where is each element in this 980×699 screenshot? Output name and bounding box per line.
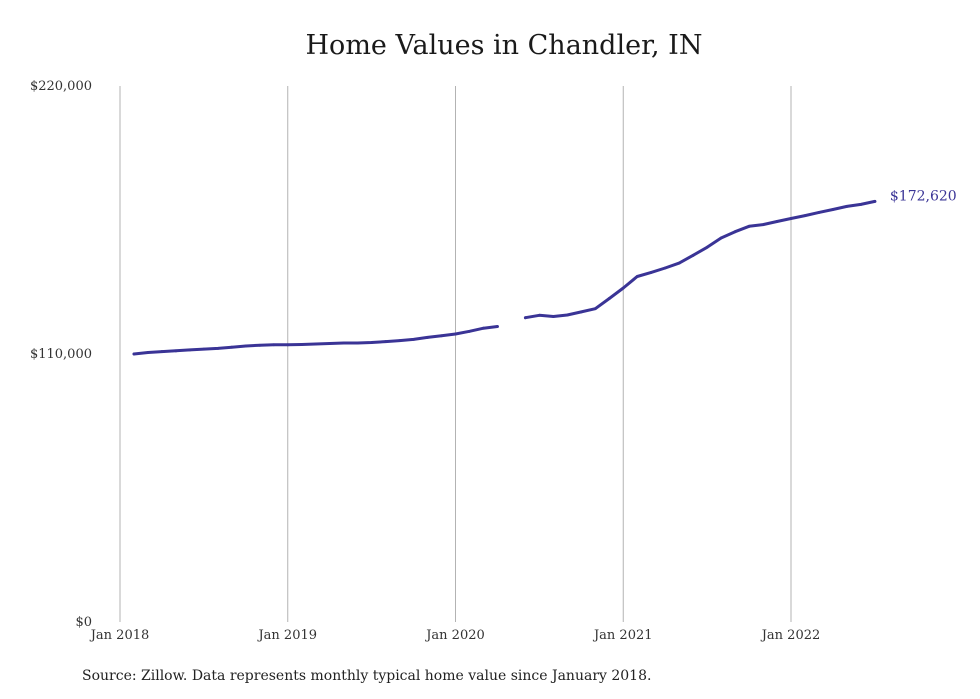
data-point <box>356 341 360 345</box>
data-point <box>174 349 178 353</box>
data-point <box>649 270 653 274</box>
data-point <box>607 297 611 300</box>
data-point <box>873 200 877 203</box>
data-point <box>817 211 821 214</box>
data-point <box>412 337 415 341</box>
x-tick-label: Jan 2021 <box>592 628 653 643</box>
data-point <box>789 217 793 220</box>
data-point <box>775 220 779 223</box>
source-note: Source: Zillow. Data represents monthly … <box>82 668 652 684</box>
x-axis-labels: Jan 2018 Jan 2019 Jan 2020 Jan 2021 Jan 2022 <box>89 628 821 643</box>
data-point <box>300 343 304 346</box>
series-points <box>132 200 877 356</box>
end-value-label: $172,620 <box>890 188 957 204</box>
data-point <box>230 345 234 349</box>
data-point <box>537 313 541 317</box>
x-tick-label: Jan 2018 <box>89 628 150 643</box>
data-point <box>859 203 863 206</box>
data-point <box>719 236 723 240</box>
y-tick-label: $0 <box>75 615 92 630</box>
data-point <box>635 275 639 278</box>
data-point <box>202 347 206 351</box>
data-point <box>314 342 318 346</box>
line-chart: $0$110,000$220,000 Jan 2018 Jan 2019 Jan 2… <box>30 79 957 643</box>
series-line-segment-2 <box>523 199 877 320</box>
data-point <box>370 341 374 344</box>
data-point <box>845 204 849 208</box>
data-point <box>384 340 388 343</box>
data-point <box>621 286 625 290</box>
data-point <box>342 341 346 345</box>
data-point <box>565 313 569 317</box>
y-tick-label: $110,000 <box>30 347 92 362</box>
data-point <box>579 310 583 314</box>
data-point <box>244 344 248 348</box>
data-point <box>468 329 471 333</box>
x-tick-label: Jan 2020 <box>424 628 485 643</box>
data-point <box>146 351 150 354</box>
chart-title: Home Values in Chandler, IN <box>305 30 703 61</box>
data-point <box>454 332 457 336</box>
data-point <box>440 334 443 338</box>
data-point <box>733 230 737 234</box>
grid-lines <box>119 86 792 622</box>
data-point <box>663 266 667 270</box>
data-point <box>188 348 192 352</box>
data-point <box>803 214 807 218</box>
data-point <box>523 316 527 320</box>
data-point <box>691 253 695 257</box>
data-point <box>593 307 597 311</box>
data-point <box>761 223 765 227</box>
data-point <box>258 343 262 347</box>
data-point <box>272 343 276 347</box>
x-tick-label: Jan 2022 <box>760 628 821 643</box>
data-point <box>677 261 681 265</box>
data-point <box>286 343 290 347</box>
x-tick-label: Jan 2019 <box>256 628 317 643</box>
data-point <box>426 336 429 339</box>
y-axis-labels: $0 $110,000 $220,000 <box>30 79 92 630</box>
data-point <box>496 325 499 328</box>
data-point <box>482 326 485 330</box>
data-point <box>551 315 555 318</box>
data-point <box>705 245 709 249</box>
data-point <box>216 346 220 350</box>
data-point <box>328 342 332 345</box>
data-point <box>747 224 751 228</box>
y-tick-label: $220,000 <box>30 79 92 94</box>
data-point <box>398 339 401 342</box>
data-point <box>132 352 136 356</box>
data-point <box>160 350 164 353</box>
data-point <box>831 208 835 211</box>
